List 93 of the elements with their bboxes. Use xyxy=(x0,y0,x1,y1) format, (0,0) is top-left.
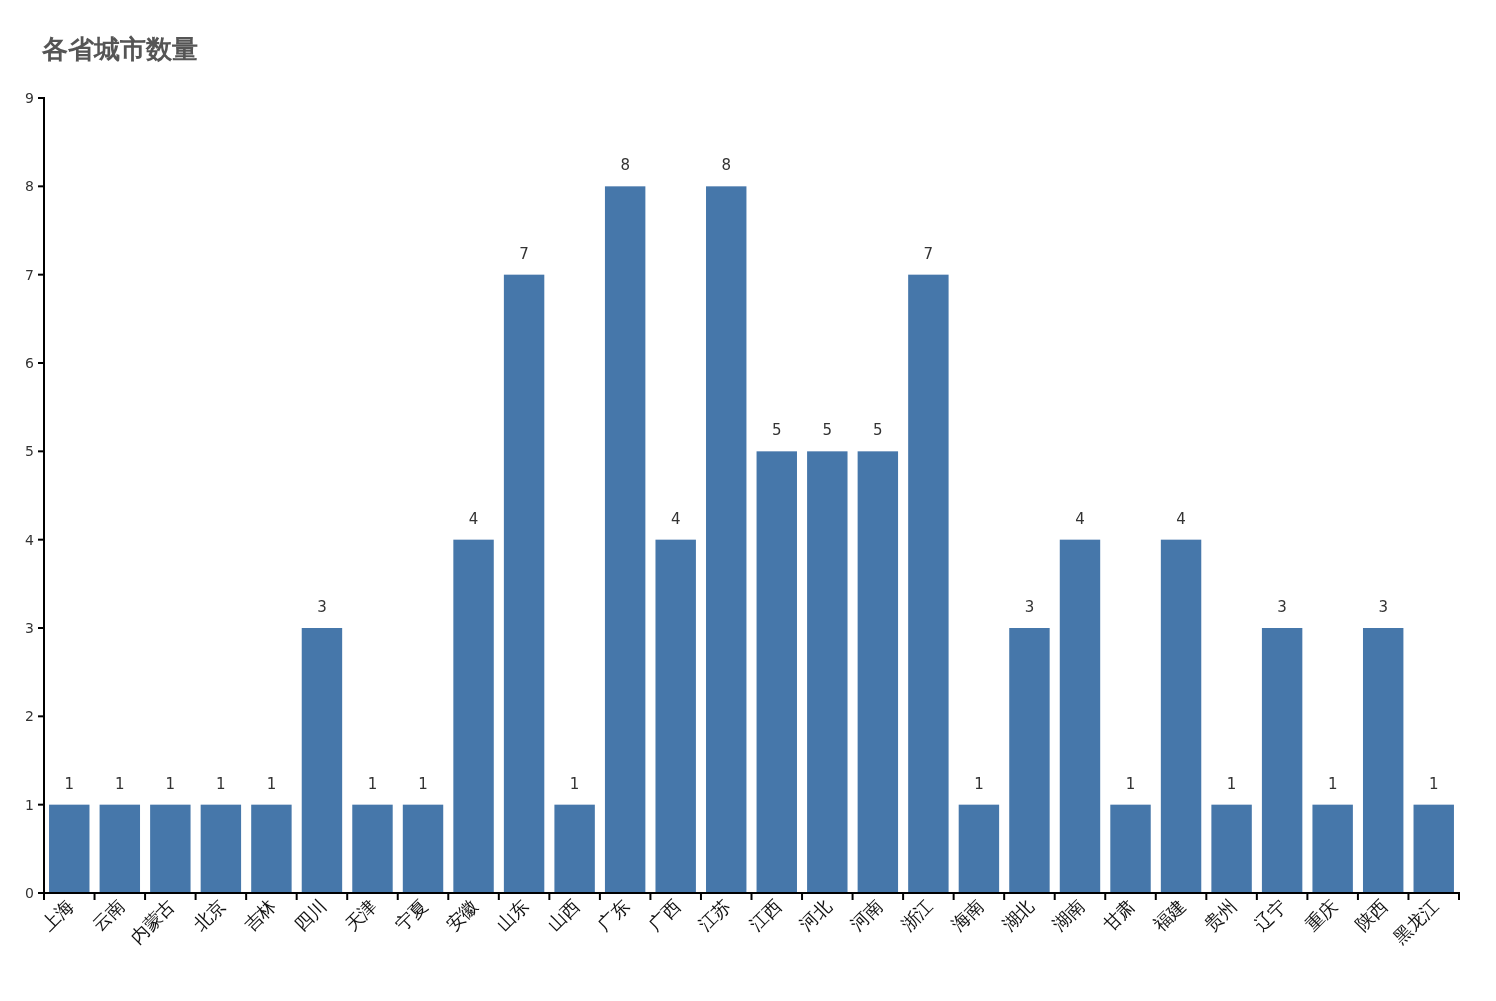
data-label: 5 xyxy=(822,421,833,440)
x-tick-label: 湖北 xyxy=(997,894,1038,936)
x-tick-label: 北京 xyxy=(189,894,230,936)
data-label: 7 xyxy=(519,244,529,263)
y-tick-label: 1 xyxy=(25,796,34,813)
x-tick-label: 黑龙江 xyxy=(1389,894,1443,949)
bar xyxy=(402,804,444,893)
x-tick-label: 广东 xyxy=(593,894,634,936)
bar xyxy=(1059,539,1101,893)
x-tick-label: 湖南 xyxy=(1048,894,1089,936)
data-label: 1 xyxy=(1226,774,1237,793)
x-tick-label: 辽宁 xyxy=(1250,894,1291,936)
y-tick-label: 0 xyxy=(25,885,34,901)
chart-title: 各省城市数量 xyxy=(41,34,198,64)
y-tick-label: 2 xyxy=(25,708,34,725)
bar xyxy=(301,628,343,893)
data-label: 8 xyxy=(620,156,630,175)
data-label: 8 xyxy=(721,156,732,175)
x-tick-label: 四川 xyxy=(290,894,331,936)
bar xyxy=(706,186,747,893)
bar xyxy=(1413,804,1454,893)
data-label: 5 xyxy=(873,421,883,440)
y-tick-label: 7 xyxy=(25,266,34,283)
data-label: 3 xyxy=(1378,598,1388,616)
x-tick-label: 广西 xyxy=(643,894,685,936)
x-tick-label: 山西 xyxy=(542,894,584,936)
bar xyxy=(1160,539,1202,893)
bar xyxy=(1009,628,1050,893)
data-label: 5 xyxy=(771,421,782,440)
bar xyxy=(807,451,848,893)
bar xyxy=(99,804,141,893)
bar xyxy=(1261,628,1303,893)
y-tick-label: 3 xyxy=(25,620,34,636)
data-label: 4 xyxy=(1075,509,1085,528)
data-label: 1 xyxy=(418,774,428,793)
bar xyxy=(1362,628,1404,893)
data-label: 1 xyxy=(1327,774,1338,793)
data-label: 1 xyxy=(216,774,226,793)
bar xyxy=(1110,804,1151,893)
x-tick-label: 河南 xyxy=(846,894,887,936)
x-tick-label: 重庆 xyxy=(1300,894,1342,936)
y-tick-label: 6 xyxy=(25,355,35,371)
y-tick-label: 9 xyxy=(25,90,34,106)
data-label: 1 xyxy=(266,774,277,793)
bar xyxy=(554,804,595,893)
bar xyxy=(150,804,191,893)
x-tick-label: 山东 xyxy=(492,894,533,936)
x-tick-label: 甘肃 xyxy=(1098,894,1139,936)
x-tick-label: 上海 xyxy=(37,894,78,936)
data-label: 1 xyxy=(1125,774,1136,793)
data-label: 1 xyxy=(974,774,984,793)
data-label: 4 xyxy=(670,509,681,528)
data-label: 7 xyxy=(923,244,934,263)
y-tick-label: 8 xyxy=(25,178,34,195)
y-tick-label: 5 xyxy=(25,443,34,460)
x-tick-label: 天津 xyxy=(340,894,381,936)
data-label: 1 xyxy=(569,774,580,793)
bar xyxy=(200,804,242,893)
bar xyxy=(958,804,1000,893)
x-tick-label: 海南 xyxy=(947,894,988,936)
x-tick-label: 贵州 xyxy=(1199,894,1241,936)
data-label: 3 xyxy=(1024,598,1035,616)
bar xyxy=(251,804,292,893)
bar xyxy=(756,451,797,893)
data-label: 1 xyxy=(64,774,75,793)
bar xyxy=(908,274,949,893)
data-label: 4 xyxy=(1176,509,1186,528)
data-label: 1 xyxy=(115,774,125,793)
x-tick-label: 江苏 xyxy=(694,894,735,936)
x-tick-label: 福建 xyxy=(1149,894,1190,936)
data-label: 1 xyxy=(367,774,378,793)
bar xyxy=(655,539,696,893)
bar xyxy=(352,804,393,893)
data-label: 4 xyxy=(468,509,479,528)
y-tick-label: 4 xyxy=(25,531,35,548)
bar xyxy=(1211,804,1252,893)
bar xyxy=(857,451,899,893)
x-tick-label: 河北 xyxy=(795,894,836,936)
data-label: 1 xyxy=(165,774,176,793)
x-tick-label: 安徽 xyxy=(441,894,483,936)
bar xyxy=(453,539,494,893)
data-label: 3 xyxy=(1277,598,1287,616)
bar xyxy=(604,186,646,893)
x-tick-label: 陕西 xyxy=(1351,894,1392,936)
x-tick-label: 浙江 xyxy=(896,894,937,936)
data-label: 1 xyxy=(1428,774,1439,793)
x-tick-label: 宁夏 xyxy=(391,894,432,936)
x-tick-label: 江西 xyxy=(744,894,786,936)
data-label: 3 xyxy=(317,598,327,616)
bar xyxy=(1312,804,1353,893)
bar xyxy=(503,274,545,893)
bar xyxy=(49,804,90,893)
x-tick-label: 吉林 xyxy=(239,894,280,936)
